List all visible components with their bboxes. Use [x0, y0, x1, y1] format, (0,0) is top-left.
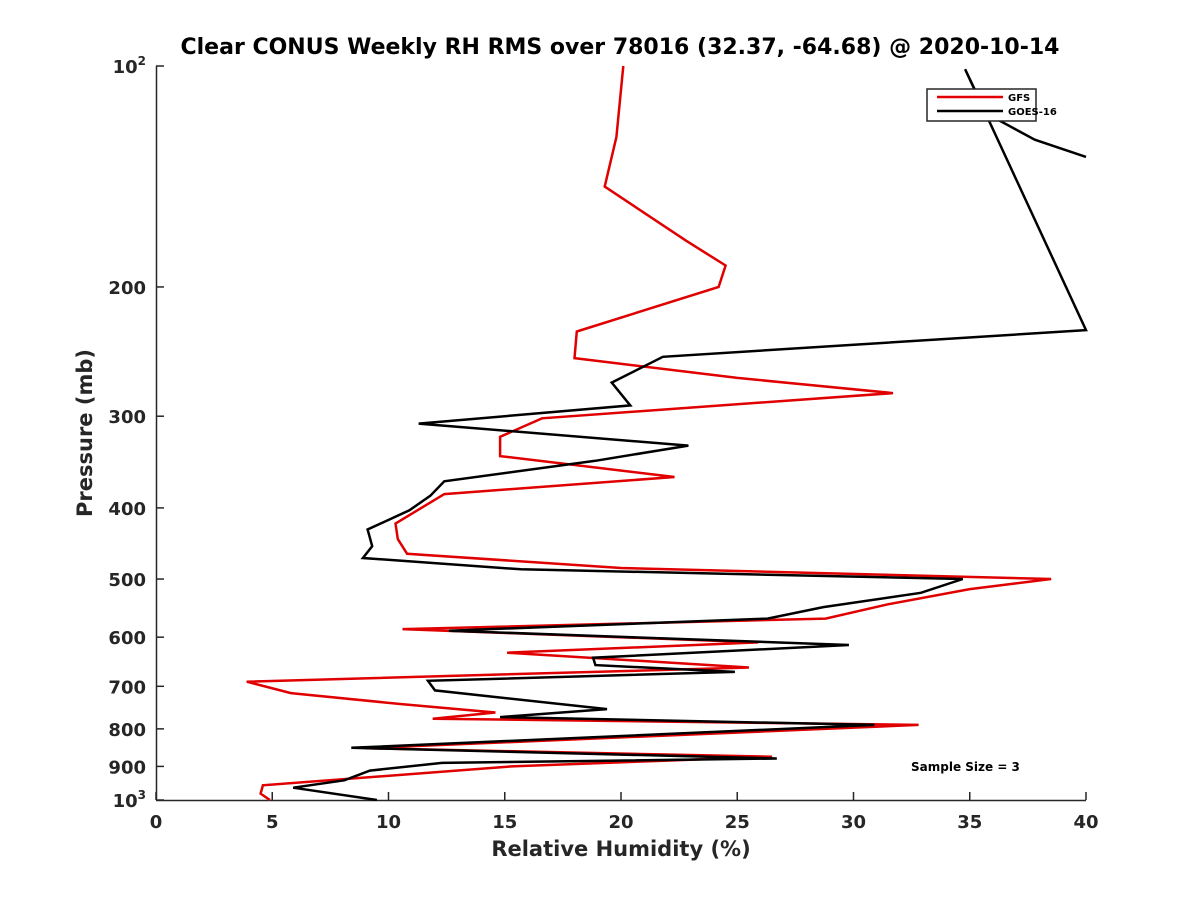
- y-axis-label: Pressure (mb): [73, 349, 97, 517]
- y-tick-label: 400: [108, 499, 146, 520]
- y-tick-label: 900: [108, 757, 146, 778]
- y-tick-label: 200: [108, 278, 146, 299]
- x-tick-label: 20: [608, 812, 633, 833]
- y-tick-label: 800: [108, 720, 146, 741]
- legend-label-gfs: GFS: [1008, 93, 1030, 104]
- x-tick-label: 35: [957, 812, 982, 833]
- y-tick-label: 600: [108, 628, 146, 649]
- y-axis-ticks: 102 200 300 400 500 600 700 800 900 103: [108, 54, 164, 812]
- series-line-gfs: [246, 65, 1052, 801]
- y-tick-label: 102: [113, 54, 146, 78]
- x-axis-ticks: 0 5 10 15 20 25 30 35 40: [150, 792, 1099, 833]
- y-tick-label: 500: [108, 570, 146, 591]
- legend-box: [926, 88, 1037, 122]
- legend: GFS GOES-16: [926, 88, 1057, 122]
- legend-label-goes16: GOES-16: [1008, 107, 1057, 118]
- x-tick-label: 40: [1073, 812, 1098, 833]
- x-tick-label: 5: [266, 812, 279, 833]
- x-tick-label: 0: [150, 812, 163, 833]
- x-tick-label: 30: [841, 812, 866, 833]
- x-tick-label: 10: [376, 812, 401, 833]
- series-layer: [246, 65, 1088, 801]
- plot-area: [155, 65, 1088, 802]
- x-tick-label: 15: [492, 812, 517, 833]
- chart-title: Clear CONUS Weekly RH RMS over 78016 (32…: [181, 35, 1060, 60]
- y-tick-label: 300: [108, 407, 146, 428]
- sample-size-annotation: Sample Size = 3: [911, 760, 1020, 774]
- series-line-goes16: [293, 68, 1088, 801]
- y-tick-label: 103: [113, 788, 146, 812]
- x-axis-label: Relative Humidity (%): [491, 837, 750, 861]
- x-tick-label: 25: [725, 812, 750, 833]
- y-tick-label: 700: [108, 677, 146, 698]
